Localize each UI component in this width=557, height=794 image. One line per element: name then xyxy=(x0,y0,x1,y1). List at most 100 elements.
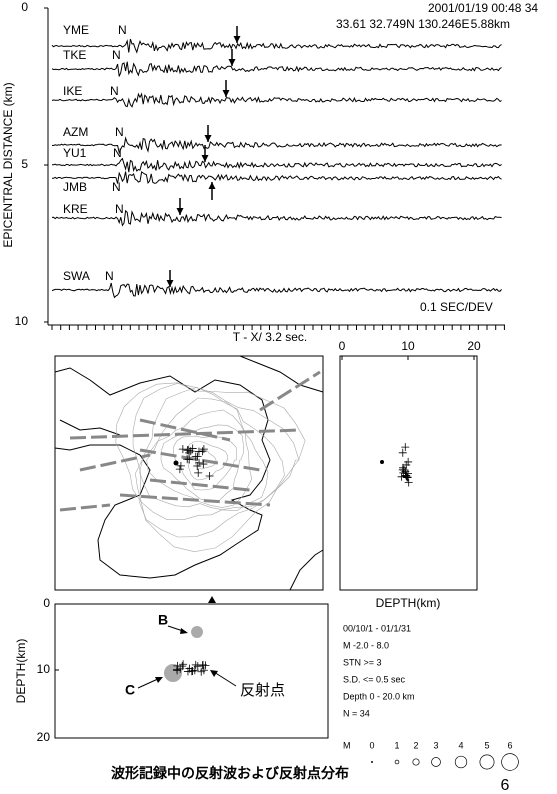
arrow-reflection xyxy=(213,671,237,687)
contour xyxy=(115,382,306,553)
waveform xyxy=(51,209,502,227)
phase-label: N xyxy=(105,269,114,283)
arrow-b-head xyxy=(180,628,188,634)
contour xyxy=(146,409,253,508)
coastline-north xyxy=(239,355,324,393)
epicenter-cross xyxy=(199,445,208,454)
seis-y-tick-label: 5 xyxy=(21,157,28,171)
seis-x-label: T - X/ 3.2 sec. xyxy=(233,330,307,344)
depth-section-tick-label: 20 xyxy=(37,730,51,744)
arrow-c-head xyxy=(155,677,163,683)
seis-scale: 0.1 SEC/DEV xyxy=(420,300,493,314)
station-name: AZM xyxy=(63,125,88,139)
epicenter-cross xyxy=(184,446,193,455)
legend-magnitude: 4 xyxy=(458,740,463,750)
fault xyxy=(69,428,301,440)
section-cross xyxy=(176,664,185,673)
label-c: C xyxy=(125,682,135,698)
map xyxy=(54,355,324,591)
section-cross xyxy=(190,666,199,675)
contour xyxy=(132,382,300,538)
legend-magnitude: 6 xyxy=(507,740,512,750)
page-number: 6 xyxy=(501,777,510,794)
legend-line: N = 34 xyxy=(343,708,370,718)
phase-label: N xyxy=(113,146,122,160)
station-name: SWA xyxy=(63,269,90,283)
depth-cross xyxy=(401,443,410,452)
legend-circle xyxy=(394,759,400,765)
arrival-arrow-head xyxy=(166,280,174,287)
waveform xyxy=(52,171,502,185)
epicenter-cross xyxy=(185,455,194,464)
seis-y-label: EPICENTRAL DISTANCE (km) xyxy=(1,82,15,247)
depth-cross xyxy=(399,468,408,477)
cluster-c xyxy=(164,664,182,682)
legend-line: Depth 0 - 20.0 km xyxy=(343,691,415,701)
seis-y-tick-label: 0 xyxy=(21,0,28,14)
legend-magnitude: 2 xyxy=(413,740,418,750)
legend-magnitude: 1 xyxy=(394,740,399,750)
station-marker xyxy=(208,596,216,603)
legend-magnitude: 3 xyxy=(433,740,438,750)
phase-label: N xyxy=(118,23,127,37)
depth-cross xyxy=(404,478,413,487)
epicenter-cross xyxy=(195,458,204,467)
epicenter-cross xyxy=(199,460,208,469)
depth-section-tick-label: 10 xyxy=(37,662,51,676)
waveform xyxy=(51,157,502,173)
event-dot xyxy=(173,460,179,466)
legend-line: STN >= 3 xyxy=(343,657,382,667)
section-cross xyxy=(173,666,182,675)
legend-circle xyxy=(371,761,373,763)
legend-line: M -2.0 - 8.0 xyxy=(343,640,389,650)
depth-profile-tick-label: 10 xyxy=(401,339,415,353)
depth-cross xyxy=(397,472,406,481)
depth-cross xyxy=(398,448,407,457)
waveform xyxy=(51,136,502,155)
fault xyxy=(139,418,231,442)
depth-cross xyxy=(402,472,411,481)
event-location: 33.61 32.749N 130.246E xyxy=(336,17,469,31)
arrow-c xyxy=(137,677,161,689)
legend-circle xyxy=(501,753,519,771)
station-name: JMB xyxy=(63,180,87,194)
cluster-b xyxy=(191,626,203,638)
legend-magnitude: 0 xyxy=(369,740,374,750)
epicenter-cross xyxy=(188,444,197,453)
depth-section-tick-label: 0 xyxy=(43,596,50,610)
arrival-arrow-head xyxy=(176,208,184,215)
epicenter-cross xyxy=(194,447,203,456)
arrival-arrow-head xyxy=(208,182,216,189)
legend-line: 00/10/1 - 01/1/31 xyxy=(343,623,411,633)
section-cross xyxy=(188,667,197,676)
fault xyxy=(79,453,151,472)
section-cross xyxy=(193,662,202,671)
legend-circle xyxy=(431,757,441,767)
map-frame xyxy=(54,355,324,591)
station-name: IKE xyxy=(63,84,82,98)
section-cross xyxy=(199,660,208,669)
phase-label: N xyxy=(115,125,124,139)
legend-circle xyxy=(412,758,420,766)
epicenter-cross xyxy=(178,445,187,454)
fault xyxy=(119,493,271,507)
phase-label: N xyxy=(110,84,119,98)
arrival-arrow-head xyxy=(201,155,209,162)
depth-profile-tick-label: 0 xyxy=(339,339,346,353)
arrival-arrow-head xyxy=(228,59,236,66)
caption: 波形記録中の反射波および反射点分布 xyxy=(111,765,349,782)
station-name: TKE xyxy=(63,48,86,62)
event-dot xyxy=(380,460,384,464)
station-name: KRE xyxy=(63,202,88,216)
phase-label: N xyxy=(112,48,121,62)
event-datetime: 2001/01/19 00:48 34 xyxy=(428,1,538,15)
legend-circle xyxy=(454,755,468,769)
arrival-arrow-head xyxy=(233,36,241,43)
epicenter-cross xyxy=(191,452,200,461)
coastline-south xyxy=(289,549,324,591)
depth-profile-tick-label: 20 xyxy=(467,339,481,353)
waveform xyxy=(51,282,502,299)
arrival-arrow-head xyxy=(204,135,212,142)
waveform xyxy=(51,61,502,77)
